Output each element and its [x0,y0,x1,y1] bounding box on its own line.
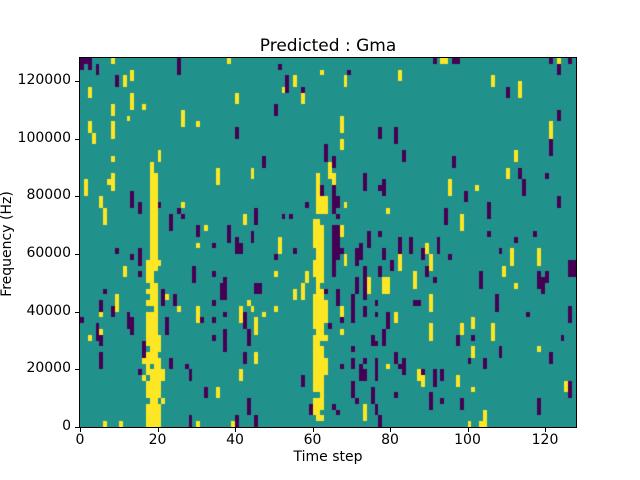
x-tick-mark [80,428,81,432]
heatmap-canvas [80,58,576,427]
axes-frame [79,57,577,428]
y-tick-mark [75,312,79,313]
x-axis-label: Time step [293,449,363,465]
x-tick-mark [390,428,391,432]
x-tick-label: 80 [381,432,399,448]
y-tick-mark [75,427,79,428]
y-tick-mark [75,369,79,370]
y-tick-label: 80000 [26,187,71,204]
x-tick-label: 40 [226,432,244,448]
y-tick-label: 0 [62,418,71,434]
x-tick-mark [545,428,546,432]
chart-title: Predicted : Gma [259,36,397,56]
x-tick-mark [235,428,236,432]
x-tick-label: 60 [303,432,322,448]
y-tick-mark [75,254,79,255]
x-tick-label: 0 [75,432,85,448]
y-tick-label: 60000 [26,245,71,262]
y-tick-label: 40000 [26,302,71,319]
y-tick-label: 120000 [17,72,71,89]
x-tick-mark [467,428,469,432]
x-tick-label: 120 [531,432,559,448]
x-tick-mark [157,428,159,432]
y-tick-label: 100000 [17,129,71,146]
y-tick-label: 20000 [26,360,71,377]
y-tick-mark [75,196,79,197]
x-tick-label: 20 [148,432,167,448]
y-tick-mark [75,81,79,82]
y-tick-mark [75,139,79,140]
x-tick-label: 100 [454,432,481,448]
x-tick-mark [312,428,314,432]
